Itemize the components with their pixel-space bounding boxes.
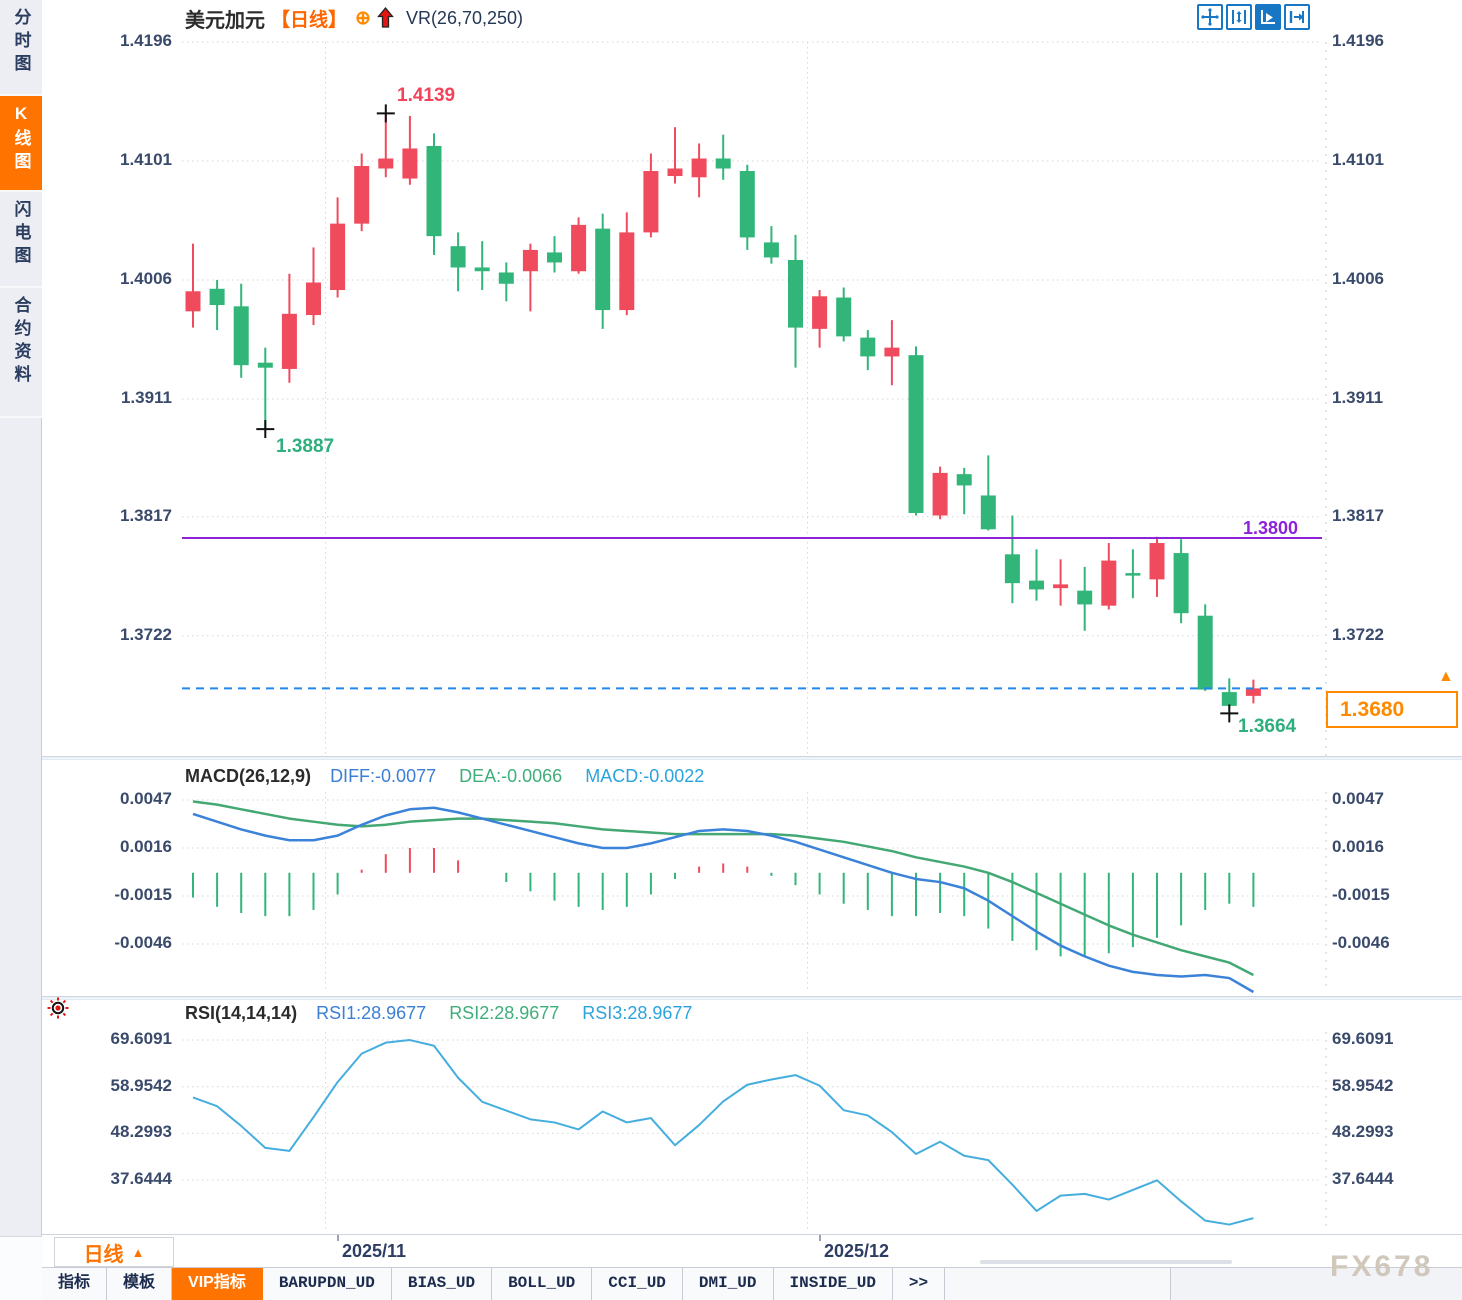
hline-price-label: 1.3800: [1243, 518, 1299, 538]
axis-tick-label: 58.9542: [110, 1075, 172, 1095]
price-up-arrow-icon: ▲: [1438, 668, 1454, 685]
tab-vip-indicators[interactable]: VIP指标: [172, 1268, 263, 1300]
axis-tick-label: 1.3817: [120, 505, 172, 525]
axis-scale-icon: [1232, 10, 1246, 24]
indicator-sun-icon[interactable]: [46, 996, 70, 1020]
sidebar-item-label: 分时图: [11, 8, 31, 77]
x-axis-date: 2025/11: [342, 1241, 407, 1261]
axis-tick-label: 58.9542: [1332, 1075, 1394, 1095]
axis-tick-label: 1.4196: [1332, 31, 1384, 50]
sidebar-item-contract-info[interactable]: 合约资料: [0, 288, 42, 418]
axis-tick-label: 1.4101: [1332, 150, 1384, 169]
tab-bias-ud[interactable]: BIAS_UD: [391, 1268, 493, 1300]
axis-tick-label: 69.6091: [110, 1029, 172, 1048]
axis-tick-label: 37.6444: [1332, 1169, 1394, 1189]
swing-low-annotation: 1.3887: [276, 436, 335, 457]
chart-header: 美元加元 【日线】 ⊕ VR(26,70,250): [185, 5, 524, 32]
axis-tick-label: 1.3722: [120, 624, 172, 644]
tab-boll-ud[interactable]: BOLL_UD: [492, 1268, 593, 1300]
left-sidebar: 分时图 K线图 闪电图 合约资料: [0, 0, 42, 1300]
tab-more[interactable]: >>: [892, 1268, 946, 1300]
macd-diff-readout: DIFF:-0.0077: [330, 766, 437, 786]
pan-crosshair-icon: [1201, 8, 1219, 26]
high-price-annotation: 1.4139: [397, 85, 456, 106]
axis-tick-label: 1.3911: [120, 388, 172, 407]
tab-empty-slot: [945, 1268, 1172, 1300]
panel-divider-macd: [42, 756, 1462, 760]
sidebar-corner: [0, 1236, 42, 1300]
indicator-tabbar: 指标 模板 VIP指标 BARUPDN_UD BIAS_UD BOLL_UD C…: [42, 1260, 1462, 1300]
x-axis-date: 2025/12: [824, 1241, 890, 1261]
axis-tick-label: 48.2993: [110, 1122, 172, 1142]
axis-tick-label: 1.3722: [1332, 624, 1384, 644]
axis-tick-label: 0.0047: [120, 789, 172, 808]
period-label[interactable]: 【日线】: [271, 9, 348, 31]
axis-tick-label: 1.4006: [1332, 269, 1384, 288]
panel-divider-rsi: [42, 996, 1462, 1000]
x-axis-strip: 日线 ▲ 2025/11 2025/12: [42, 1234, 1462, 1267]
tabbar-scrollbar[interactable]: [980, 1260, 1232, 1264]
period-selector-label: 日线: [83, 1243, 124, 1266]
x-tick: [819, 1235, 821, 1241]
period-selector[interactable]: 日线 ▲: [54, 1237, 174, 1267]
chart-toolbar: [1197, 4, 1310, 30]
axis-tick-label: -0.0015: [1332, 885, 1390, 904]
sidebar-item-timeshare[interactable]: 分时图: [0, 0, 42, 96]
rsi3-readout: RSI3:28.9677: [582, 1003, 693, 1023]
rsi-title: RSI(14,14,14): [185, 1003, 298, 1023]
sidebar-item-label: K线图: [11, 104, 31, 175]
axis-tick-label: 37.6444: [110, 1169, 172, 1189]
current-price-box: 1.3680: [1326, 691, 1458, 728]
tab-inside-ud[interactable]: INSIDE_UD: [773, 1268, 893, 1300]
axis-tick-label: 0.0016: [120, 837, 172, 856]
axis-tick-label: 48.2993: [1332, 1122, 1394, 1142]
jump-right-icon: [1289, 11, 1304, 23]
sidebar-item-label: 合约资料: [11, 296, 31, 388]
rsi1-readout: RSI1:28.9677: [316, 1003, 427, 1023]
auto-scale-button[interactable]: [1255, 4, 1281, 30]
red-up-arrow-icon: [377, 7, 394, 28]
rsi-title-row: RSI(14,14,14) RSI1:28.9677 RSI2:28.9677 …: [185, 1003, 692, 1024]
axis-tick-label: 1.4196: [120, 31, 172, 50]
macd-macd-readout: MACD:-0.0022: [585, 766, 705, 786]
add-circle-icon[interactable]: ⊕: [355, 7, 371, 29]
macd-title-row: MACD(26,12,9) DIFF:-0.0077 DEA:-0.0066 M…: [185, 766, 704, 787]
axis-tick-label: -0.0046: [1332, 933, 1390, 952]
tab-indicators[interactable]: 指标: [42, 1268, 108, 1300]
watermark: FX678: [1330, 1250, 1434, 1283]
last-low-annotation: 1.3664: [1238, 716, 1297, 737]
tab-cci-ud[interactable]: CCI_UD: [592, 1268, 683, 1300]
symbol-name: 美元加元: [185, 9, 265, 32]
go-latest-button[interactable]: [1284, 4, 1310, 30]
period-selector-arrow-icon: ▲: [131, 1244, 145, 1260]
x-tick: [337, 1235, 339, 1241]
axis-tick-label: 1.3911: [1332, 388, 1384, 407]
sidebar-item-kline[interactable]: K线图: [0, 96, 42, 192]
tab-barupdn-ud[interactable]: BARUPDN_UD: [262, 1268, 392, 1300]
sidebar-item-lightning[interactable]: 闪电图: [0, 192, 42, 288]
axis-tick-label: -0.0015: [114, 885, 172, 904]
axis-tick-label: 1.4101: [120, 150, 172, 169]
axis-tick-label: 1.3817: [1332, 505, 1384, 525]
axis-tick-label: 1.4006: [120, 269, 172, 288]
auto-scale-icon: [1261, 10, 1275, 24]
axis-scale-button[interactable]: [1226, 4, 1252, 30]
tab-templates[interactable]: 模板: [107, 1268, 173, 1300]
macd-dea-readout: DEA:-0.0066: [459, 766, 563, 786]
axis-tick-label: 0.0016: [1332, 837, 1384, 856]
axis-tick-label: 69.6091: [1332, 1029, 1394, 1048]
axis-tick-label: 0.0047: [1332, 789, 1384, 808]
indicator-readout: VR(26,70,250): [405, 7, 524, 28]
axis-tick-label: -0.0046: [114, 933, 172, 952]
macd-title: MACD(26,12,9): [185, 766, 312, 786]
pan-tool-button[interactable]: [1197, 4, 1223, 30]
sidebar-item-label: 闪电图: [11, 200, 31, 269]
tab-dmi-ud[interactable]: DMI_UD: [682, 1268, 774, 1300]
rsi2-readout: RSI2:28.9677: [449, 1003, 560, 1023]
